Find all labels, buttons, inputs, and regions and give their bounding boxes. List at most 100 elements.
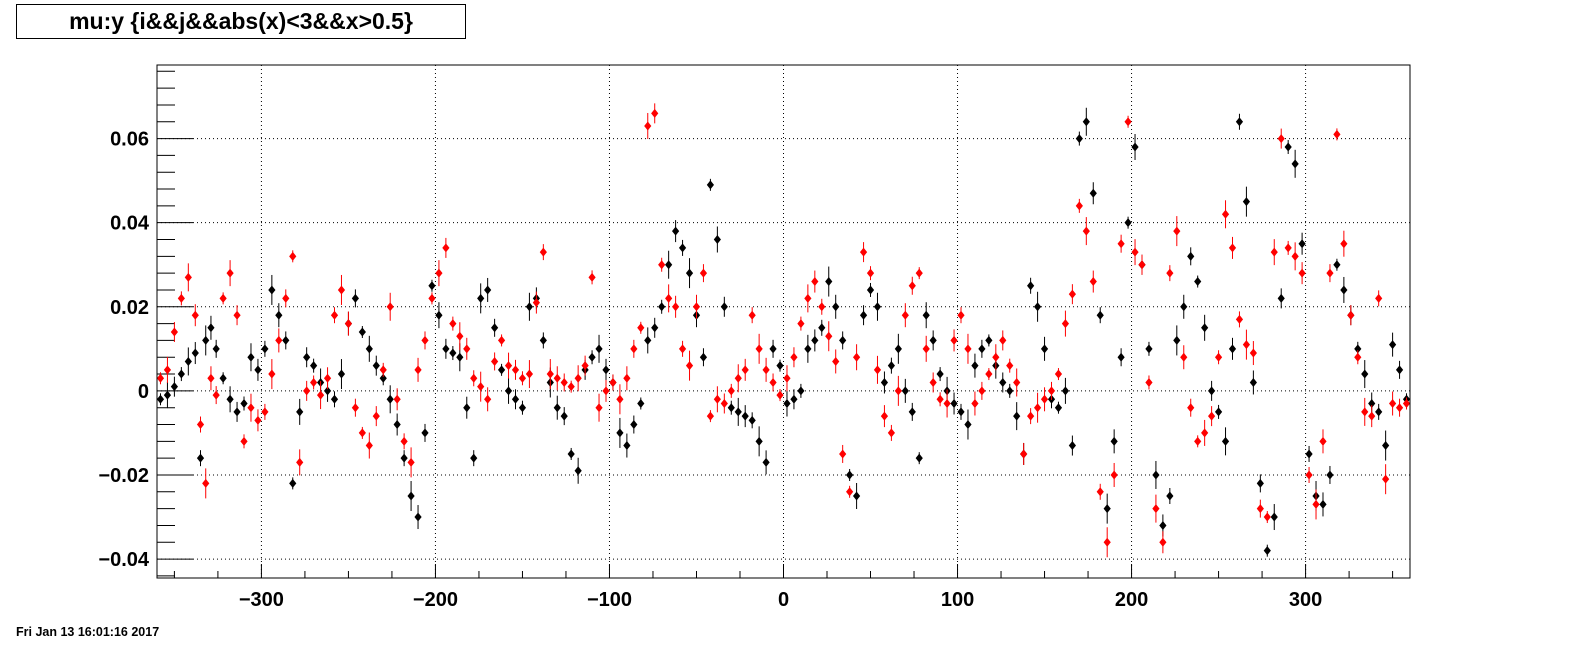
data-point — [651, 108, 659, 118]
data-point — [971, 361, 979, 371]
data-point — [1340, 239, 1348, 249]
y-tick-label: 0 — [138, 381, 149, 403]
data-point — [386, 394, 394, 404]
data-point — [435, 310, 443, 320]
data-point — [790, 352, 798, 362]
data-point — [518, 403, 527, 413]
data-point — [337, 369, 346, 379]
data-point — [1354, 352, 1362, 362]
data-point — [665, 293, 673, 303]
data-point — [1228, 344, 1237, 354]
data-point — [177, 293, 185, 303]
data-point — [1033, 403, 1042, 413]
data-point — [1249, 377, 1257, 387]
data-point — [616, 394, 624, 404]
data-point — [1263, 546, 1271, 556]
data-point — [825, 277, 833, 287]
data-point — [1242, 340, 1251, 350]
data-point — [748, 415, 756, 425]
data-point — [504, 361, 513, 371]
data-point — [832, 356, 840, 366]
data-point — [748, 310, 756, 320]
data-point — [421, 335, 429, 345]
data-point — [532, 298, 540, 308]
data-point — [1208, 411, 1216, 421]
data-point — [1103, 537, 1111, 547]
data-point — [296, 407, 304, 417]
data-point — [818, 302, 826, 312]
data-point — [247, 403, 255, 413]
data-point — [783, 398, 791, 408]
data-point — [1201, 323, 1209, 333]
series-1 — [156, 103, 1411, 558]
data-point — [894, 386, 902, 396]
data-point — [665, 260, 673, 270]
data-point — [1208, 386, 1216, 396]
data-point — [818, 323, 826, 333]
data-point — [873, 302, 882, 312]
data-point — [908, 281, 916, 291]
data-point — [1305, 470, 1313, 480]
data-point — [553, 373, 561, 383]
data-point — [1388, 340, 1397, 350]
data-point — [1187, 403, 1195, 413]
data-point — [428, 293, 436, 303]
data-point — [1395, 403, 1404, 413]
data-point — [790, 394, 798, 404]
data-point — [1388, 398, 1397, 408]
data-point — [268, 369, 276, 379]
data-point — [644, 335, 652, 345]
data-point — [727, 403, 735, 413]
data-point — [1194, 436, 1202, 446]
data-point — [1333, 129, 1341, 139]
data-point — [929, 377, 937, 387]
data-point — [170, 382, 179, 392]
data-point — [859, 310, 868, 320]
data-point — [699, 352, 708, 362]
data-point — [1013, 377, 1021, 387]
data-point — [741, 411, 749, 421]
data-point — [880, 377, 889, 387]
data-point — [282, 335, 290, 345]
data-point — [1173, 335, 1181, 345]
data-point — [1152, 470, 1160, 480]
data-point — [1047, 386, 1056, 396]
data-point — [1291, 159, 1299, 169]
data-point — [170, 327, 179, 337]
data-point — [783, 373, 791, 383]
data-point — [964, 420, 972, 430]
data-point — [282, 293, 290, 303]
data-point — [623, 441, 631, 451]
data-point — [442, 344, 450, 354]
data-point — [1382, 474, 1390, 484]
data-point — [1145, 377, 1153, 387]
data-point — [1375, 407, 1383, 417]
data-point — [560, 411, 568, 421]
data-point — [1013, 411, 1021, 421]
data-point — [497, 335, 506, 345]
data-point — [491, 356, 499, 366]
data-point — [184, 272, 192, 282]
data-point — [456, 352, 464, 362]
x-tick-label: 200 — [1115, 589, 1148, 611]
data-point — [1061, 386, 1070, 396]
data-point — [1256, 478, 1264, 488]
data-point — [866, 268, 875, 278]
data-point — [442, 243, 450, 253]
data-point — [678, 243, 687, 253]
data-point — [330, 310, 339, 320]
data-point — [685, 268, 694, 278]
data-point — [1305, 449, 1313, 459]
data-point — [706, 180, 715, 190]
data-point — [1131, 247, 1139, 257]
data-point — [351, 293, 359, 303]
data-point — [421, 428, 429, 438]
data-point — [1312, 499, 1320, 509]
data-point — [1027, 411, 1035, 421]
y-tick-label: 0.06 — [110, 129, 149, 151]
data-point — [873, 365, 882, 375]
data-point — [539, 247, 547, 257]
data-point — [156, 373, 165, 383]
data-point — [414, 512, 422, 522]
data-point — [289, 251, 297, 261]
